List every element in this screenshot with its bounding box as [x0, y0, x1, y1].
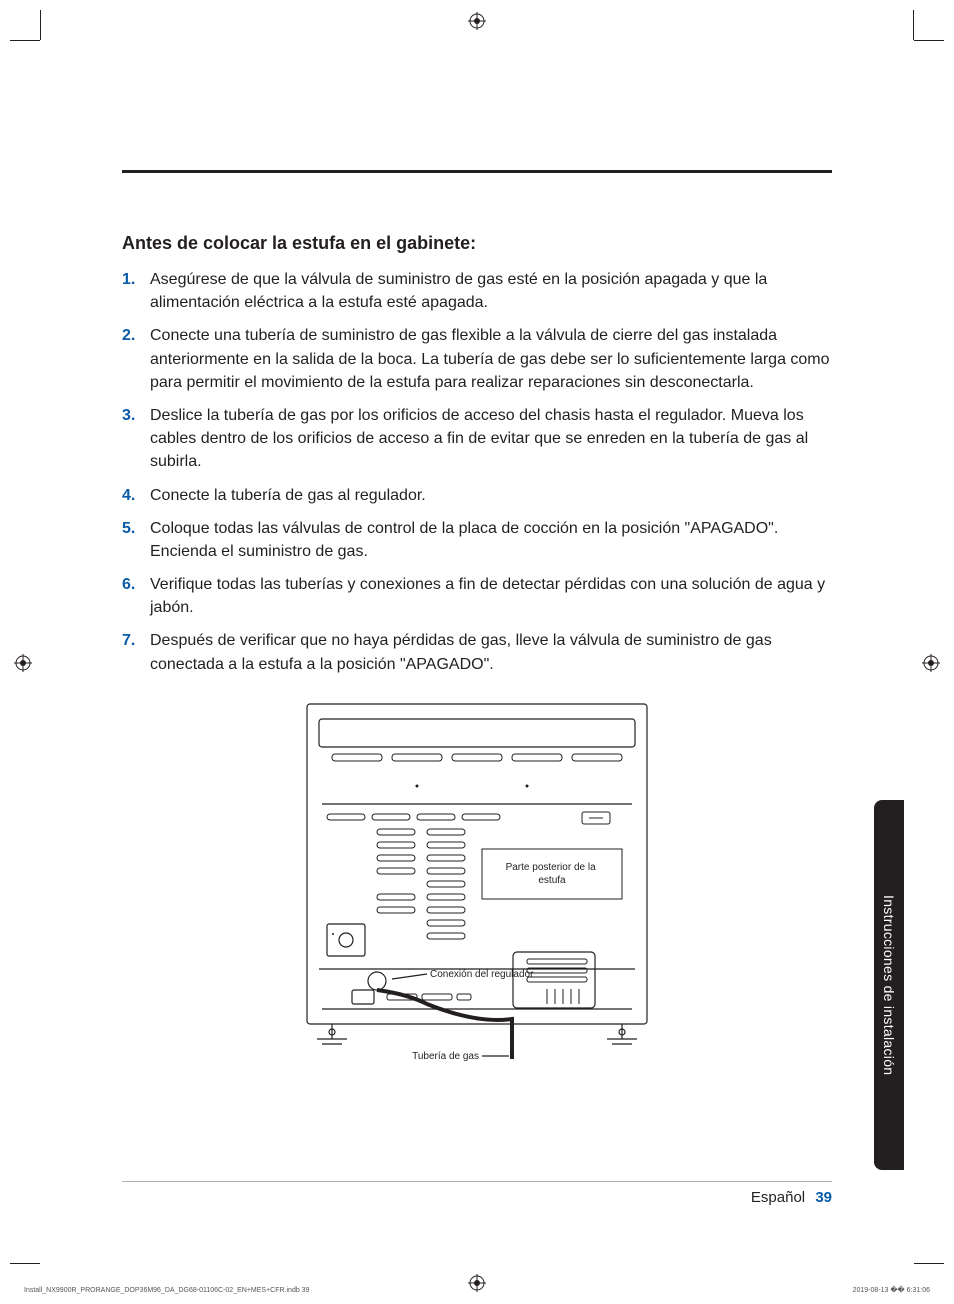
step-list: Asegúrese de que la válvula de suministr… [122, 268, 832, 676]
registration-mark-icon [14, 654, 32, 672]
step-item: Conecte una tubería de suministro de gas… [122, 324, 832, 394]
stove-rear-diagram: Parte posterior de la estufa Conexión de… [297, 694, 657, 1074]
section-tab: Instrucciones de instalación [874, 800, 904, 1170]
crop-mark [40, 10, 41, 40]
crop-mark [914, 40, 944, 41]
page-number: 39 [815, 1189, 832, 1206]
step-item: Después de verificar que no haya pérdida… [122, 629, 832, 675]
crop-mark [10, 40, 40, 41]
section-heading: Antes de colocar la estufa en el gabinet… [122, 233, 832, 254]
registration-mark-icon [922, 654, 940, 672]
crop-mark [914, 1263, 944, 1264]
diagram-label-rear: Parte posterior de la estufa [506, 862, 599, 886]
page-frame: Antes de colocar la estufa en el gabinet… [50, 40, 904, 1264]
step-item: Asegúrese de que la válvula de suministr… [122, 268, 832, 314]
registration-mark-icon [468, 1274, 486, 1292]
step-item: Conecte la tubería de gas al regulador. [122, 484, 832, 507]
print-slug-right: 2019-08-13 �� 6:31:06 [853, 1286, 930, 1294]
footer-language: Español [751, 1189, 805, 1206]
diagram-label-pipe: Tubería de gas [412, 1051, 479, 1062]
diagram-container: Parte posterior de la estufa Conexión de… [122, 694, 832, 1074]
registration-mark-icon [468, 12, 486, 30]
crop-mark [913, 10, 914, 40]
print-slug-left: Install_NX9900R_PRORANGE_DOP36M96_DA_DG6… [24, 1287, 309, 1294]
step-item: Coloque todas las válvulas de control de… [122, 517, 832, 563]
content-area: Antes de colocar la estufa en el gabinet… [122, 170, 832, 1074]
section-tab-label: Instrucciones de instalación [881, 895, 897, 1075]
step-item: Deslice la tubería de gas por los orific… [122, 404, 832, 474]
page-footer: Español 39 [751, 1189, 832, 1206]
crop-mark [10, 1263, 40, 1264]
footer-rule [122, 1181, 832, 1182]
section-rule [122, 170, 832, 173]
step-item: Verifique todas las tuberías y conexione… [122, 573, 832, 619]
diagram-label-regulator: Conexión del regulador [430, 969, 534, 980]
